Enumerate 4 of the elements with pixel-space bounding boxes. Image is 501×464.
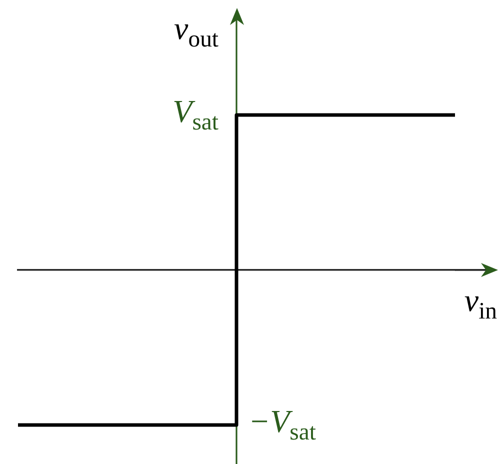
y-axis-title: v$_{out}$: [174, 10, 218, 53]
x-axis-title: v$_{in}$: [464, 282, 497, 325]
annotation: V$_{sat}$: [172, 92, 218, 136]
annotation: −V$_{sat}$: [248, 402, 316, 446]
